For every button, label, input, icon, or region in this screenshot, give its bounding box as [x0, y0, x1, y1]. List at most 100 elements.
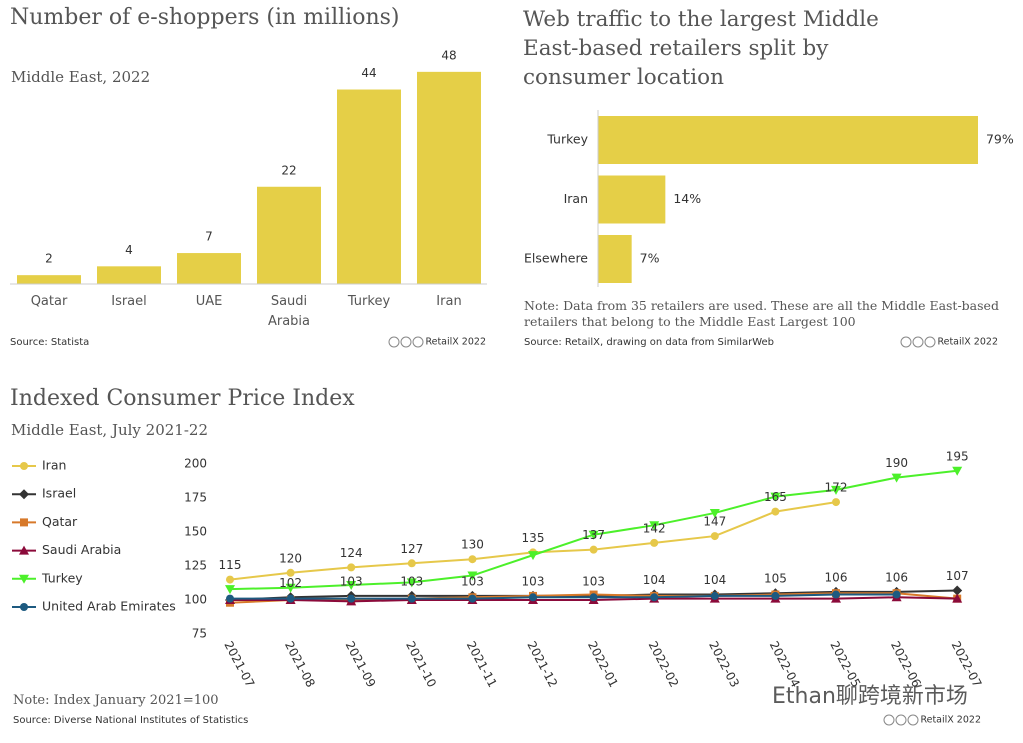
point [832, 498, 840, 507]
point [710, 591, 719, 600]
x-tick-label: 2021-11 [464, 639, 500, 690]
y-tick-label: 75 [192, 627, 207, 641]
value-label: 107 [946, 569, 969, 583]
value-label: 106 [885, 570, 908, 584]
point [346, 581, 357, 591]
license-icon [900, 336, 912, 348]
legend-marker [19, 545, 29, 555]
point [952, 585, 963, 596]
category-label: Iran [564, 191, 588, 206]
y-tick-label: 200 [184, 457, 207, 471]
line [230, 593, 897, 600]
chart-subtitle: Middle East, 2022 [11, 68, 151, 86]
category-label: Elsewhere [524, 251, 588, 266]
license-icon [883, 714, 895, 726]
point [406, 578, 417, 588]
point [952, 466, 963, 476]
point [770, 492, 781, 502]
point [226, 594, 234, 603]
point [588, 530, 599, 540]
bar [177, 253, 241, 284]
value-label: 172 [825, 481, 848, 495]
point [831, 485, 841, 495]
point [468, 594, 477, 603]
value-label: 7 [205, 230, 213, 244]
point [589, 593, 598, 602]
y-tick-label: 175 [184, 491, 207, 505]
value-label: 190 [885, 456, 908, 470]
value-label: 147 [703, 515, 726, 529]
x-tick-label: 2022-01 [585, 639, 621, 690]
point [650, 593, 659, 602]
chart-title: Number of e-shoppers (in millions) [10, 5, 400, 30]
legend-marker [20, 518, 28, 527]
legend-marker [19, 574, 29, 584]
note: Note: Index January 2021=100 [13, 693, 219, 708]
bar [417, 71, 481, 284]
source: Source: Statista [10, 337, 89, 348]
bar [97, 266, 161, 284]
point [407, 559, 416, 568]
y-tick-label: 150 [184, 525, 207, 539]
license-icon [895, 714, 907, 726]
x-tick-label: 2022-06 [888, 639, 924, 690]
x-tick-label: 2021-08 [282, 639, 318, 690]
value-label: 48 [441, 48, 456, 62]
value-label: 127 [400, 542, 423, 556]
value-label: 105 [764, 572, 787, 586]
value-label: 120 [279, 551, 302, 565]
value-label: 195 [946, 449, 969, 463]
value-label: 44 [361, 66, 376, 80]
value-label: 104 [703, 573, 726, 587]
x-tick-label: 2022-02 [646, 639, 682, 690]
watermark: Ethan聊跨境新市场 [772, 684, 968, 709]
source: Source: Diverse National Institutes of S… [13, 715, 248, 726]
y-tick-label: 125 [184, 559, 207, 573]
point [771, 591, 780, 600]
license-icon [400, 336, 412, 348]
point [407, 594, 416, 603]
point [467, 571, 478, 581]
point [891, 473, 902, 483]
value-label: 103 [461, 574, 484, 588]
value-label: 137 [582, 528, 605, 542]
source: Source: RetailX, drawing on data from Si… [524, 337, 774, 348]
value-label: 7% [640, 251, 660, 266]
point [892, 590, 901, 599]
value-label: 103 [340, 574, 363, 588]
x-tick-label: 2022-04 [767, 639, 803, 690]
legend-label: Iran [42, 458, 66, 473]
legend-label: Turkey [41, 570, 83, 585]
license-icon [907, 714, 919, 726]
category-label: Turkey [546, 132, 588, 147]
value-label: 102 [279, 576, 302, 590]
credit: RetailX 2022 [920, 715, 981, 726]
bar [598, 235, 632, 283]
point [650, 538, 659, 547]
bar [598, 175, 666, 224]
license-icon [912, 336, 924, 348]
x-tick-label: 2021-09 [343, 639, 379, 690]
credit: RetailX 2022 [937, 337, 998, 348]
bar [257, 186, 321, 284]
x-tick-label: 2021-10 [403, 639, 439, 690]
x-tick-label: 2021-07 [221, 639, 257, 690]
point [710, 532, 719, 541]
bar [337, 89, 401, 285]
point [347, 563, 356, 572]
point [771, 507, 780, 516]
point [225, 585, 235, 595]
legend-marker [20, 603, 28, 611]
chart-title: Web traffic to the largest Middle East-b… [523, 7, 879, 90]
value-label: 142 [643, 521, 666, 535]
category-label: Saudi Arabia [267, 294, 311, 329]
legend-marker [20, 462, 28, 470]
bar [17, 275, 81, 284]
category-label: UAE [195, 294, 223, 309]
legend-label: Qatar [42, 514, 78, 529]
category-label: Turkey [347, 294, 391, 309]
x-tick-label: 2022-05 [827, 639, 863, 690]
value-label: 130 [461, 538, 484, 552]
value-label: 4 [125, 243, 133, 257]
